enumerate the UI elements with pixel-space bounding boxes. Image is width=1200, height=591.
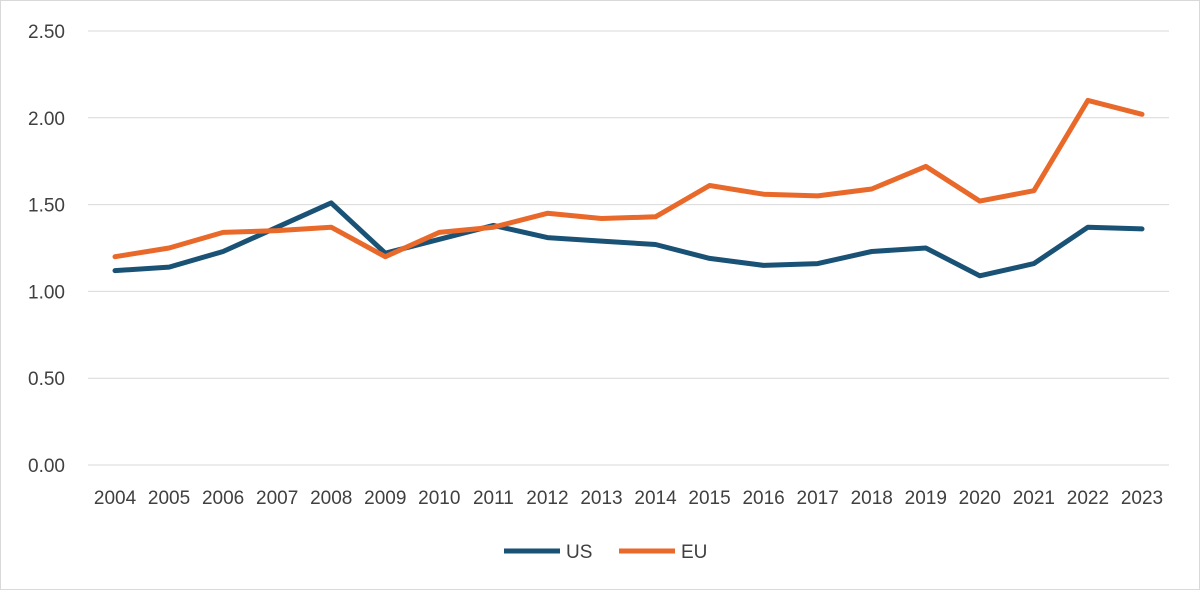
legend-label: US <box>566 542 592 563</box>
x-tick-label: 2019 <box>905 488 947 509</box>
x-tick-label: 2016 <box>742 488 784 509</box>
y-tick-label: 1.50 <box>28 196 65 217</box>
gridlines <box>88 31 1169 465</box>
legend-entry-eu: EU <box>619 542 707 563</box>
x-tick-label: 2007 <box>256 488 298 509</box>
x-tick-label: 2012 <box>526 488 568 509</box>
legend-label: EU <box>681 542 707 563</box>
y-tick-label: 1.00 <box>28 282 65 303</box>
y-tick-label: 0.50 <box>28 369 65 390</box>
x-tick-label: 2013 <box>580 488 622 509</box>
x-tick-label: 2005 <box>148 488 190 509</box>
x-tick-label: 2008 <box>310 488 352 509</box>
x-tick-label: 2022 <box>1067 488 1109 509</box>
x-tick-label: 2004 <box>94 488 137 509</box>
x-tick-label: 2015 <box>688 488 730 509</box>
x-tick-label: 2021 <box>1013 488 1055 509</box>
x-axis-tick-labels: 2004 2005 2006 2007 2008 2009 2010 2011 2012 2013… <box>94 488 1163 509</box>
series-line-us <box>115 203 1142 276</box>
legend: US EU <box>504 542 707 563</box>
y-axis-tick-labels: 0.00 0.50 1.00 1.50 2.00 2.50 <box>28 22 65 477</box>
x-tick-label: 2010 <box>418 488 460 509</box>
y-tick-label: 2.00 <box>28 109 65 130</box>
x-tick-label: 2014 <box>634 488 677 509</box>
x-tick-label: 2009 <box>364 488 406 509</box>
x-tick-label: 2018 <box>851 488 893 509</box>
series-line-eu <box>115 100 1142 256</box>
x-tick-label: 2020 <box>959 488 1001 509</box>
x-tick-label: 2017 <box>797 488 839 509</box>
x-tick-label: 2023 <box>1121 488 1163 509</box>
x-tick-label: 2011 <box>473 488 514 509</box>
y-tick-label: 2.50 <box>28 22 65 43</box>
legend-entry-us: US <box>504 542 592 563</box>
series-lines <box>115 100 1142 276</box>
x-tick-label: 2006 <box>202 488 244 509</box>
y-tick-label: 0.00 <box>28 456 65 477</box>
